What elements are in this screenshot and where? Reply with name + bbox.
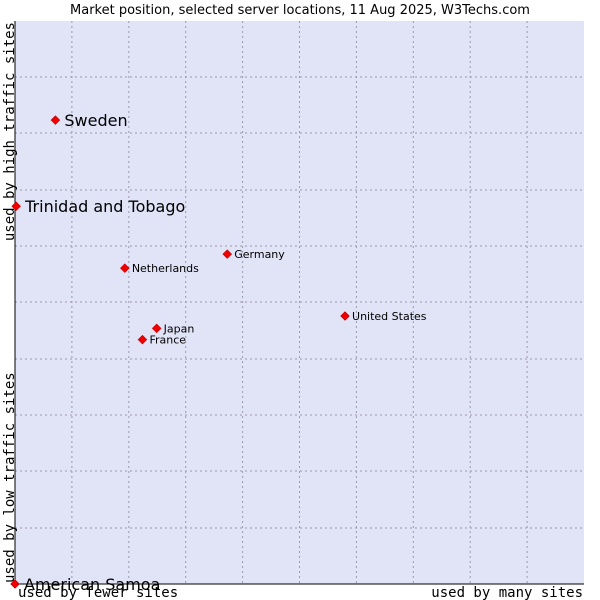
point-japan	[151, 323, 162, 334]
x-axis-left-label: used by fewer sites	[18, 585, 178, 600]
y-axis-bottom-label: used by low traffic sites	[2, 372, 18, 583]
point-sweden	[50, 115, 61, 125]
point-france	[137, 334, 148, 345]
point-united-states	[340, 311, 350, 321]
point-american-samoa	[10, 579, 20, 589]
point-label-netherlands: Netherlands	[132, 262, 199, 275]
point-label-united-states: United States	[352, 310, 427, 323]
point-label-trinidad-and-tobago: Trinidad and Tobago	[24, 197, 185, 216]
point-label-japan: Japan	[163, 322, 195, 335]
point-label-germany: Germany	[234, 248, 285, 261]
point-netherlands	[119, 263, 130, 274]
chart-title: Market position, selected server locatio…	[70, 3, 530, 18]
y-axis-top-label: used by high traffic sites	[2, 22, 18, 241]
point-label-sweden: Sweden	[64, 111, 127, 130]
grid-lines	[15, 21, 584, 584]
point-germany	[222, 249, 233, 259]
x-axis-right-label: used by many sites	[431, 585, 583, 600]
point-label-american-samoa: American Samoa	[24, 575, 160, 594]
point-label-france: France	[149, 334, 186, 347]
data-points: Sweden Trinidad and Tobago American Samoa G…	[10, 111, 427, 594]
point-trinidad-and-tobago	[11, 201, 21, 212]
